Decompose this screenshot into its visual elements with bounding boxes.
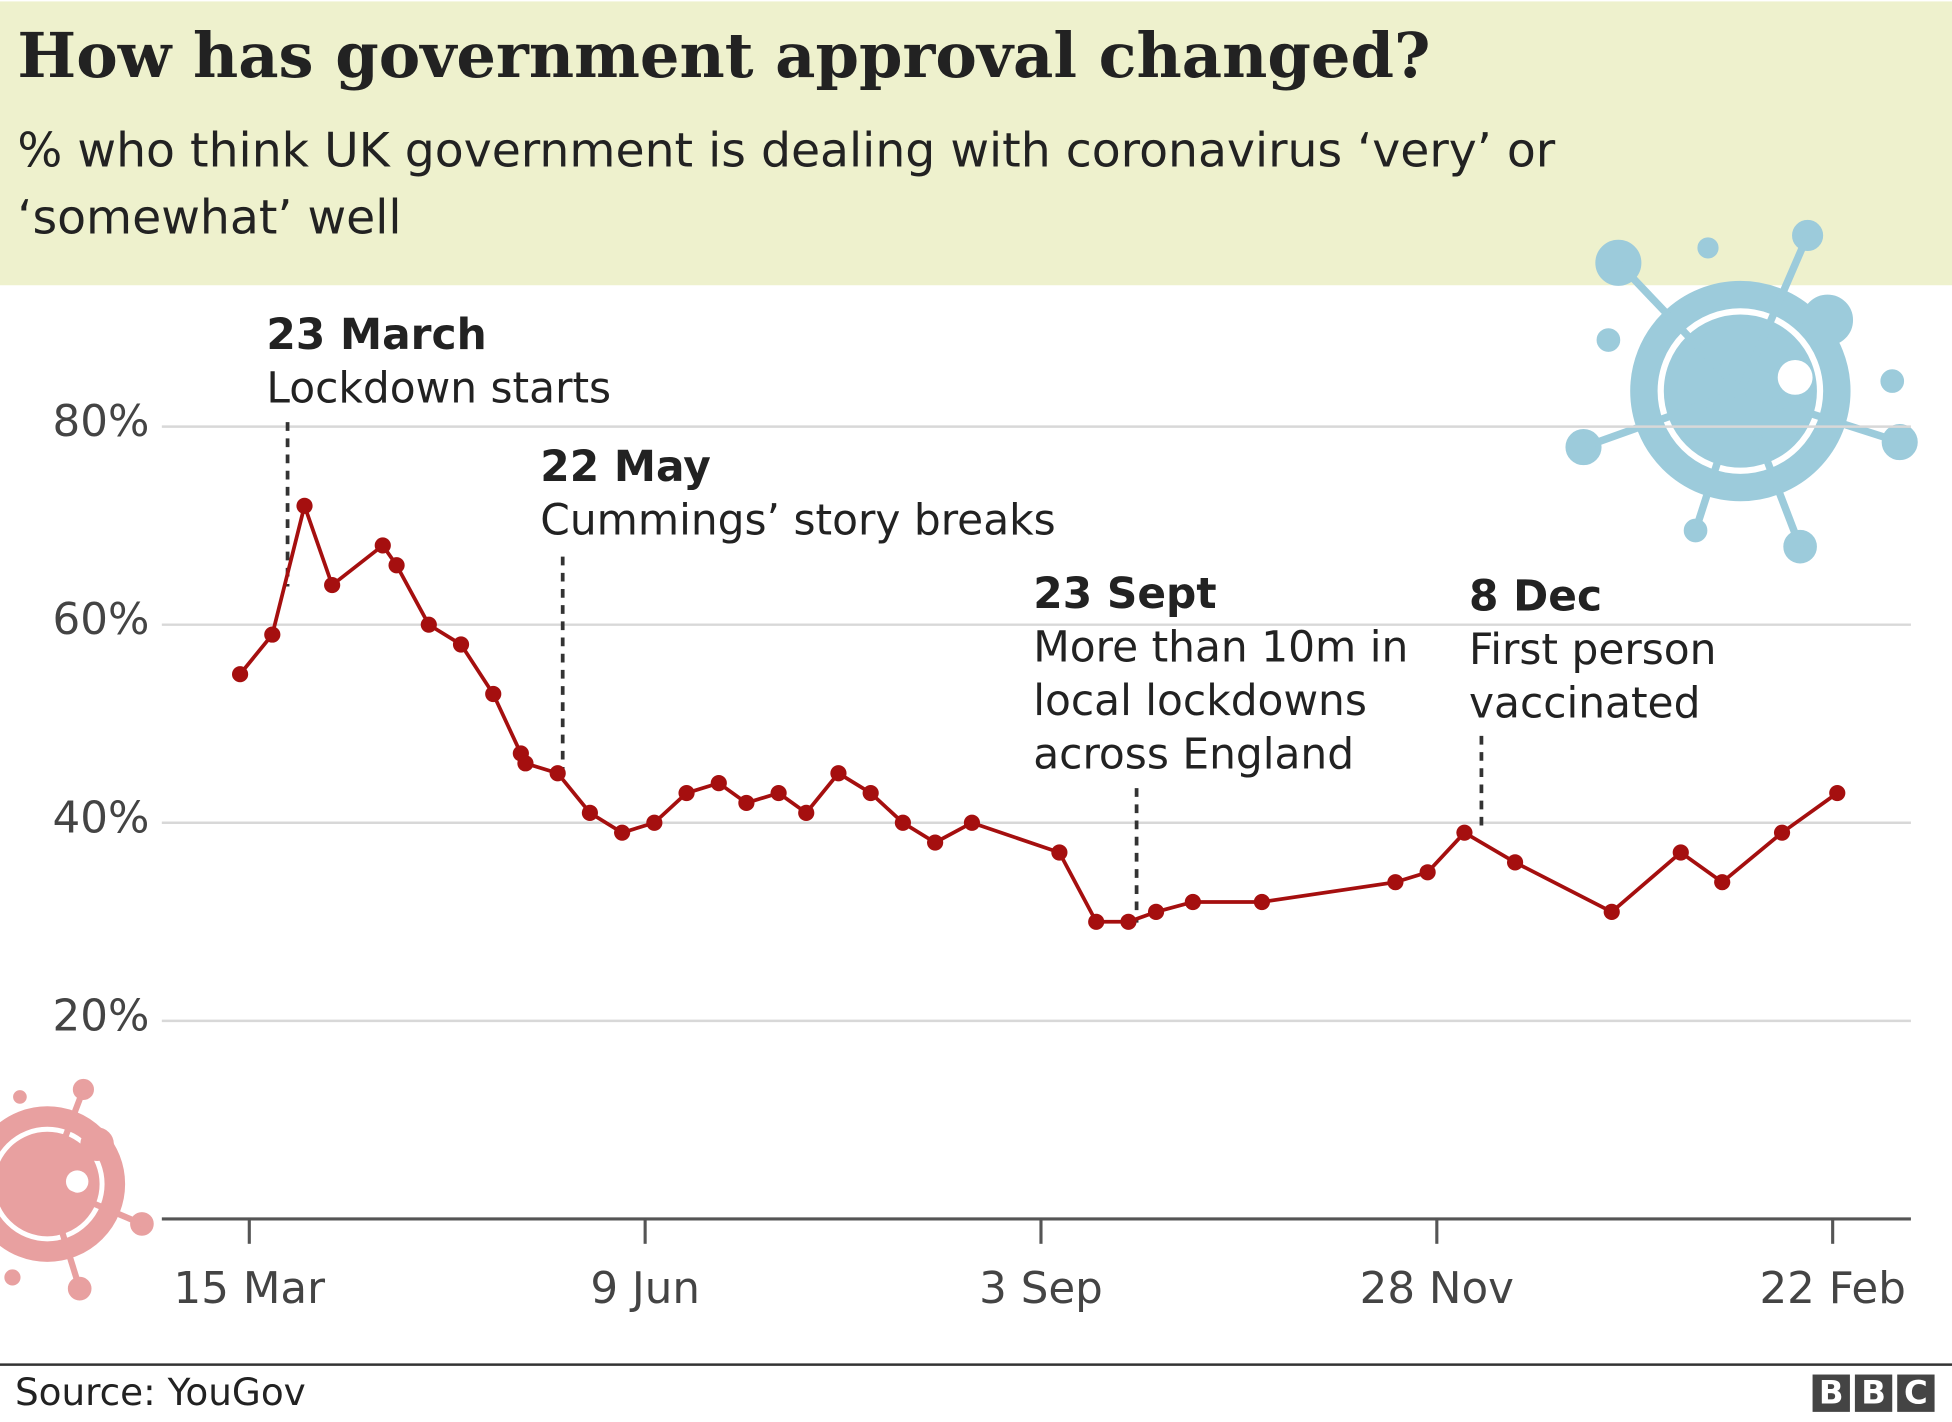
- annotation-text: First person: [1469, 625, 1717, 674]
- point: [1051, 844, 1068, 861]
- y-tick-label: 20%: [53, 991, 150, 1041]
- y-tick-label: 80%: [53, 397, 150, 447]
- point: [1147, 903, 1165, 920]
- logo-letter: C: [1904, 1373, 1928, 1411]
- point: [798, 804, 815, 821]
- annotation-text: local lockdowns: [1033, 676, 1367, 725]
- point: [388, 557, 405, 574]
- point: [1419, 864, 1436, 881]
- point: [1120, 913, 1137, 930]
- point: [1603, 903, 1620, 920]
- point: [963, 814, 981, 831]
- point: [614, 824, 631, 841]
- point: [1672, 844, 1689, 861]
- point: [1253, 893, 1271, 911]
- virus-blue: [1565, 219, 1918, 564]
- annotation-text: across England: [1033, 730, 1354, 779]
- y-tick-label: 60%: [53, 595, 150, 645]
- point: [1506, 854, 1524, 871]
- chart-title: How has government approval changed?: [17, 19, 1430, 92]
- x-tick-label: 15 Mar: [174, 1264, 326, 1314]
- chart-subtitle: % who think UK government is dealing wit…: [17, 123, 1555, 178]
- point: [927, 834, 944, 851]
- annotation-title: 23 March: [266, 310, 486, 359]
- point: [710, 775, 727, 792]
- point: [1773, 824, 1791, 841]
- point: [738, 794, 755, 812]
- logo-box: [1854, 1374, 1893, 1412]
- point: [581, 804, 598, 821]
- point: [894, 814, 911, 831]
- point: [678, 784, 695, 802]
- annotation-text: More than 10m in: [1033, 623, 1408, 672]
- x-tick-label: 28 Nov: [1360, 1264, 1514, 1314]
- x-tick-label: 22 Feb: [1759, 1264, 1905, 1314]
- point: [374, 537, 391, 554]
- logo-box: [1812, 1374, 1850, 1412]
- annotation-title: 23 Sept: [1033, 569, 1216, 618]
- point: [1456, 824, 1473, 841]
- point: [1714, 874, 1731, 891]
- point: [264, 626, 281, 643]
- annotation-title: 22 May: [540, 442, 711, 491]
- point: [231, 666, 249, 683]
- virus-red: [0, 1078, 154, 1301]
- point: [452, 636, 470, 653]
- x-tick-label: 9 Jun: [590, 1264, 700, 1314]
- line: [238, 499, 1839, 924]
- point: [646, 814, 663, 831]
- point: [1088, 913, 1105, 930]
- header-band: [0, 1, 1952, 286]
- point: [770, 784, 787, 802]
- x-tick-label: 3 Sep: [979, 1264, 1103, 1314]
- y-tick-label: 40%: [53, 793, 150, 843]
- annotation-text: Lockdown starts: [266, 364, 611, 413]
- point: [324, 576, 341, 594]
- annotation-text: Cummings’ story breaks: [540, 496, 1055, 545]
- chart-subtitle: ‘somewhat’ well: [17, 191, 401, 246]
- point: [862, 784, 879, 802]
- point: [1387, 874, 1404, 891]
- point: [830, 765, 847, 782]
- point: [420, 616, 437, 633]
- logo-letter: B: [1819, 1373, 1844, 1411]
- source: Source: YouGov: [15, 1370, 306, 1414]
- point: [549, 765, 566, 782]
- point: [485, 685, 502, 703]
- logo-box: [1897, 1374, 1935, 1412]
- point: [517, 755, 534, 772]
- annotation-title: 8 Dec: [1469, 571, 1602, 620]
- annotation-text: vaccinated: [1469, 679, 1700, 728]
- point: [296, 497, 313, 514]
- point: [1829, 784, 1846, 802]
- logo-letter: B: [1861, 1373, 1886, 1411]
- point: [1184, 893, 1201, 911]
